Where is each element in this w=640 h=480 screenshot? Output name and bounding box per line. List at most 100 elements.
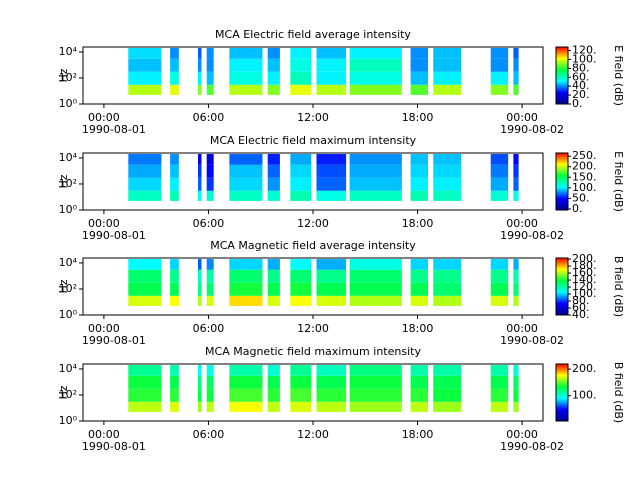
y-tick-label: 10⁴ xyxy=(59,45,78,58)
heatmap-cell xyxy=(267,295,280,306)
x-tick-label: 12:00 xyxy=(297,217,329,230)
heatmap-cell xyxy=(170,388,179,402)
heatmap-cell xyxy=(229,190,263,201)
heatmap-cell xyxy=(170,269,179,283)
x-tick-label: 06:00 xyxy=(193,217,225,230)
heatmap-cell xyxy=(128,269,162,283)
colorbar-tick-label: 100. xyxy=(572,181,597,194)
heatmap-cell xyxy=(229,282,263,296)
heatmap-cell xyxy=(349,388,402,402)
heatmap-cell xyxy=(128,154,162,165)
heatmap-cell xyxy=(290,71,312,85)
x-tick-label: 18:00 xyxy=(402,428,434,441)
heatmap-cell xyxy=(316,295,347,306)
y-tick-label: 10² xyxy=(59,71,77,84)
heatmap-cell xyxy=(290,269,312,283)
heatmap-cell xyxy=(290,259,312,270)
date-label: 1990-08-02 xyxy=(500,123,564,136)
y-tick-label: 10⁰ xyxy=(59,414,78,427)
y-axis-label: Hz xyxy=(57,174,70,188)
y-tick-label: 10⁰ xyxy=(59,203,78,216)
colorbar-tick-label: 20. xyxy=(572,88,590,101)
colorbar-tick-label: 60. xyxy=(572,70,590,83)
heatmap-cell xyxy=(316,401,347,412)
heatmap-cell xyxy=(490,259,509,270)
heatmap-cell xyxy=(316,48,347,59)
colorbar-frame xyxy=(555,363,569,422)
heatmap-cell xyxy=(170,365,179,376)
heatmap-cell xyxy=(433,164,462,178)
heatmap-cell xyxy=(198,295,202,306)
heatmap-cell xyxy=(206,282,214,296)
colorbar-tick-label: 250. xyxy=(572,149,597,162)
heatmap-cell xyxy=(433,401,462,412)
heatmap-cell xyxy=(290,282,312,296)
heatmap-cell xyxy=(206,295,214,306)
heatmap-cell xyxy=(433,84,462,95)
colorbar-tick-label: 120. xyxy=(572,280,597,293)
heatmap-cell xyxy=(410,269,428,283)
colorbar-tick-label: 80. xyxy=(572,61,590,74)
colorbar-tick-label: 180. xyxy=(572,259,597,272)
heatmap-cell xyxy=(316,375,347,389)
heatmap-cell xyxy=(128,295,162,306)
heatmap-cell xyxy=(410,388,428,402)
heatmap-cell xyxy=(267,164,280,178)
heatmap-cell xyxy=(316,71,347,85)
heatmap-cell xyxy=(513,190,519,201)
heatmap-cell xyxy=(490,388,509,402)
heatmap-cell xyxy=(513,58,519,72)
heatmap-cell xyxy=(316,84,347,95)
colorbar xyxy=(556,47,568,104)
colorbar-tick-label: 40. xyxy=(572,79,590,92)
heatmap-cell xyxy=(433,295,462,306)
heatmap-cell xyxy=(290,190,312,201)
colorbar-tick-label: 50. xyxy=(572,191,590,204)
heatmap-cell xyxy=(349,282,402,296)
date-label: 1990-08-02 xyxy=(500,229,564,242)
heatmap-cell xyxy=(316,190,347,201)
heatmap-cell xyxy=(198,58,202,72)
heatmap-cell xyxy=(490,71,509,85)
heatmap-cell xyxy=(267,58,280,72)
heatmap-cell xyxy=(513,365,519,376)
x-tick-label: 18:00 xyxy=(402,111,434,124)
colorbar-frame xyxy=(555,46,569,105)
heatmap-cell xyxy=(433,58,462,72)
heatmap-cell xyxy=(349,48,402,59)
heatmap-cell xyxy=(198,71,202,85)
y-tick-label: 10⁰ xyxy=(59,308,78,321)
heatmap-cell xyxy=(349,84,402,95)
heatmap-cell xyxy=(267,154,280,165)
heatmap-cell xyxy=(128,365,162,376)
panel-title: MCA Magnetic field maximum intensity xyxy=(205,345,421,358)
heatmap-cell xyxy=(410,177,428,191)
heatmap-cell xyxy=(490,48,509,59)
x-tick-label: 00:00 xyxy=(506,428,538,441)
date-label: 1990-08-01 xyxy=(82,334,146,347)
heatmap-cell xyxy=(290,295,312,306)
colorbar-tick-label: 100. xyxy=(572,287,597,300)
heatmap-cell xyxy=(170,164,179,178)
heatmap-cell xyxy=(128,375,162,389)
heatmap-cell xyxy=(198,269,202,283)
date-label: 1990-08-01 xyxy=(82,440,146,453)
heatmap-cell xyxy=(349,154,402,165)
heatmap-cell xyxy=(206,388,214,402)
heatmap-cell xyxy=(229,401,263,412)
heatmap-cell xyxy=(206,177,214,191)
colorbar-frame xyxy=(555,257,569,316)
heatmap-cell xyxy=(410,84,428,95)
heatmap-cell xyxy=(410,48,428,59)
heatmap-cell xyxy=(410,259,428,270)
colorbar-label: E field (dB) xyxy=(612,45,625,106)
x-tick-label: 06:00 xyxy=(193,428,225,441)
x-tick-label: 06:00 xyxy=(193,322,225,335)
heatmap-cell xyxy=(267,177,280,191)
y-tick-label: 10² xyxy=(59,177,77,190)
heatmap-cell xyxy=(349,375,402,389)
heatmap-cell xyxy=(170,375,179,389)
heatmap-cell xyxy=(290,164,312,178)
x-tick-label: 00:00 xyxy=(506,322,538,335)
heatmap-cell xyxy=(316,259,347,270)
